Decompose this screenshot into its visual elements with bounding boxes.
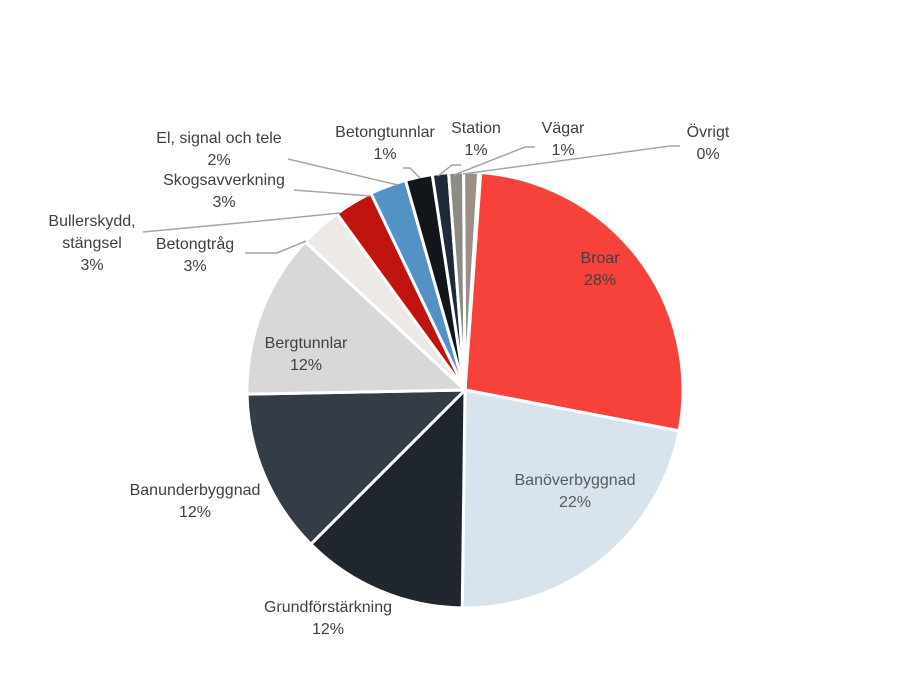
leader-lines xyxy=(142,145,680,254)
leader-line-bullerskydd-stangsel xyxy=(142,212,341,233)
slice-labels: Broar 28% Banöverbyggnad 22% Grundförstärkni… xyxy=(48,120,729,638)
slice-label-grundforstarkning: Grundförstärkning 12% xyxy=(264,599,392,638)
slice-label-broar: Broar 28% xyxy=(580,250,620,289)
pie-slice-banoverbyggnad xyxy=(460,388,681,610)
slice-label-skogsavverkning: Skogsavverkning 3% xyxy=(163,172,285,211)
leader-line-station xyxy=(437,164,461,177)
slice-label-banunderbyggnad: Banunderbyggnad 12% xyxy=(130,482,261,521)
slice-label-vagar: Vägar 1% xyxy=(542,120,585,159)
leader-line-el-signal-och-tele xyxy=(287,158,399,186)
slice-label-ovrigt: Övrigt 0% xyxy=(687,123,730,163)
leader-line-skogsavverkning xyxy=(293,189,371,197)
pie-slice-broar xyxy=(463,170,685,433)
pie-slice-banunderbyggnad xyxy=(245,388,467,546)
slice-label-station: Station 1% xyxy=(451,120,501,159)
slice-label-bergtunnlar: Bergtunnlar 12% xyxy=(265,335,348,374)
slice-label-banoverbyggnad: Banöverbyggnad 22% xyxy=(515,472,636,511)
leader-line-betongtrag xyxy=(245,240,307,254)
leader-line-betongtunnlar xyxy=(403,167,421,179)
pie-slice-grundforstarkning xyxy=(309,388,467,610)
leader-line-ovrigt xyxy=(462,145,680,175)
leader-line-vagar xyxy=(453,146,535,176)
slice-label-betongtrag: Betongtråg 3% xyxy=(156,235,234,275)
slice-label-betongtunnlar: Betongtunnlar 1% xyxy=(335,124,435,163)
pie-slices xyxy=(245,170,685,610)
pie-slice-bergtunnlar xyxy=(245,240,467,396)
slice-label-bullerskydd-stangsel: Bullerskydd, stängsel 3% xyxy=(48,213,135,274)
slice-label-el-signal-och-tele: El, signal och tele 2% xyxy=(156,130,282,169)
